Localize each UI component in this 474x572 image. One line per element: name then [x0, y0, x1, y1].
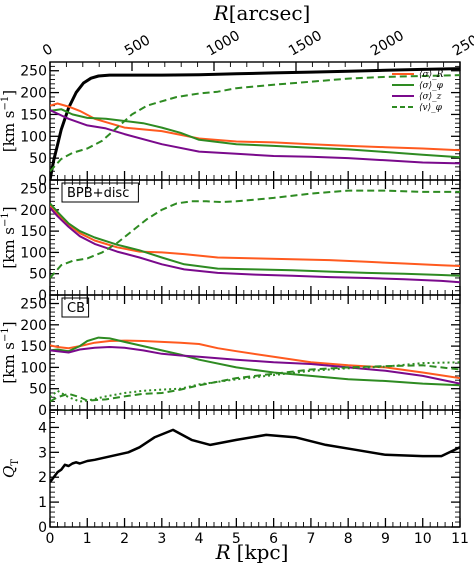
top-axis-tick-labels: 0 500 1000 1500 2000 2500 — [40, 28, 474, 60]
y-tick-label: 200 — [20, 203, 47, 219]
panel-cb: 0 50 100 150 200 250[km s−1] CB — [0, 294, 461, 419]
panel-label: CB — [61, 297, 90, 318]
y-ticks — [50, 294, 460, 411]
y-tick-label: 4 — [38, 420, 47, 436]
panel-total: 0 50 100 150 200 250[km s−1] — [0, 61, 461, 189]
y-tick-label: 150 — [20, 107, 47, 123]
y-axis-label: [km s−1] — [0, 90, 18, 152]
y-axis-label: [km s−1] — [0, 206, 18, 268]
x-tick-label: 3 — [157, 531, 166, 547]
y-tick-label: 150 — [20, 224, 47, 240]
x-tick-label: 6 — [269, 531, 278, 547]
y-tick-label: 50 — [29, 151, 47, 167]
x-tick-label: 0 — [46, 531, 55, 547]
series-line — [50, 102, 460, 152]
y-tick-label: 250 — [20, 297, 47, 313]
y-tick-label: 150 — [20, 339, 47, 355]
panel-frame — [49, 409, 461, 528]
legend-label: ⟨σ⟩_z — [419, 92, 442, 102]
y-axis-label: QT — [0, 459, 21, 478]
top-tick-label: 2500 — [450, 28, 474, 60]
y-tick-label: 250 — [20, 64, 47, 80]
series-line — [50, 428, 460, 483]
series-line — [50, 336, 460, 387]
series-line — [50, 108, 460, 159]
top-tick-label: 500 — [122, 32, 153, 59]
x-tick-label: 7 — [306, 531, 315, 547]
x-axis-title: R [kpc] — [215, 540, 289, 564]
panel-frame — [49, 61, 461, 181]
legend-label: ⟨σ⟩_R — [419, 70, 444, 80]
legend-label: ⟨σ⟩_φ — [419, 81, 444, 91]
x-ticks — [49, 62, 461, 180]
top-tick-label: 1000 — [204, 28, 243, 60]
y-tick-label: 0 — [38, 173, 47, 189]
y-tick-label: 100 — [20, 129, 47, 145]
y-tick-label: 0 — [38, 520, 47, 536]
series-line — [50, 74, 460, 172]
panel-label: BPB+disc — [61, 182, 139, 203]
y-ticks — [50, 412, 460, 528]
series-line — [50, 204, 460, 267]
x-tick-label: 9 — [381, 531, 390, 547]
x-tick-label: 10 — [414, 531, 432, 547]
top-tick-label: 1500 — [286, 28, 325, 60]
legend: ⟨σ⟩_R⟨σ⟩_φ⟨σ⟩_z⟨v⟩_φ — [392, 70, 444, 113]
x-tick-label: 4 — [195, 531, 204, 547]
panel-frame — [49, 294, 461, 411]
y-tick-label: 200 — [20, 318, 47, 334]
series-line — [50, 189, 460, 279]
y-tick-label: 2 — [38, 470, 47, 486]
x-tick-label: 2 — [120, 531, 129, 547]
y-axis-label: [km s−1] — [0, 321, 18, 383]
y-tick-label: 50 — [29, 382, 47, 398]
x-ticks — [49, 410, 461, 527]
top-tick-label: 2000 — [368, 28, 407, 60]
svg-text:CB: CB — [67, 301, 85, 316]
series-line — [50, 202, 460, 277]
y-tick-label: 3 — [38, 445, 47, 461]
y-tick-label: 1 — [38, 495, 47, 511]
series-line — [50, 109, 460, 165]
y-ticks — [50, 61, 460, 181]
top-tick-label: 0 — [40, 41, 56, 59]
series-line — [50, 67, 460, 180]
y-tick-label: 250 — [20, 182, 47, 198]
y-tick-label: 100 — [20, 360, 47, 376]
series-line — [50, 207, 460, 284]
y-tick-label: 100 — [20, 245, 47, 261]
y-tick-label: 0 — [38, 288, 47, 304]
bottom-axis-tick-labels: 0 1 2 3 4 5 6 7 8 9 10 11 — [46, 531, 469, 547]
x-tick-label: 11 — [451, 531, 469, 547]
y-tick-label: 0 — [38, 403, 47, 419]
x-ticks — [49, 295, 461, 410]
svg-text:BPB+disc: BPB+disc — [67, 186, 129, 201]
x-tick-label: 1 — [83, 531, 92, 547]
x-tick-label: 5 — [232, 531, 241, 547]
y-tick-label: 50 — [29, 267, 47, 283]
panel-qt: 0 1 2 3 4 QT — [0, 409, 461, 536]
top-axis-title: R[arcsec] — [213, 1, 311, 25]
y-tick-label: 200 — [20, 86, 47, 102]
series-line — [50, 361, 460, 403]
panel-bpb: 0 50 100 150 200 250[km s−1] BPB+disc — [0, 179, 461, 304]
legend-label: ⟨v⟩_φ — [419, 103, 443, 113]
x-tick-label: 8 — [344, 531, 353, 547]
